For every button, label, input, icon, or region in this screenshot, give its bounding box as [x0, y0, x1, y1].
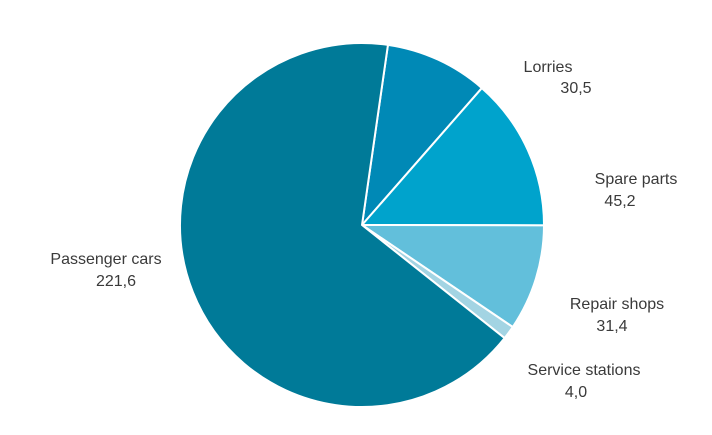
pie-slice-lorries [361, 43, 483, 226]
slice-label-passenger-cars: Passenger cars [50, 251, 161, 268]
slice-label-repair-shops: Repair shops [570, 296, 664, 313]
pie-slice-spare-parts [361, 87, 546, 227]
slice-value-service-stations: 4,0 [565, 384, 587, 401]
slice-value-spare-parts: 45,2 [604, 193, 635, 210]
slice-value-lorries: 30,5 [560, 80, 591, 97]
slice-label-service-stations: Service stations [528, 362, 641, 379]
slice-value-repair-shops: 31,4 [596, 318, 627, 335]
slice-value-passenger-cars: 221,6 [96, 273, 136, 290]
pie-slice-repair-shops [361, 224, 545, 329]
pie-slice-passenger-cars [179, 42, 506, 408]
slice-label-lorries: Lorries [524, 59, 573, 76]
slice-label-spare-parts: Spare parts [595, 171, 678, 188]
